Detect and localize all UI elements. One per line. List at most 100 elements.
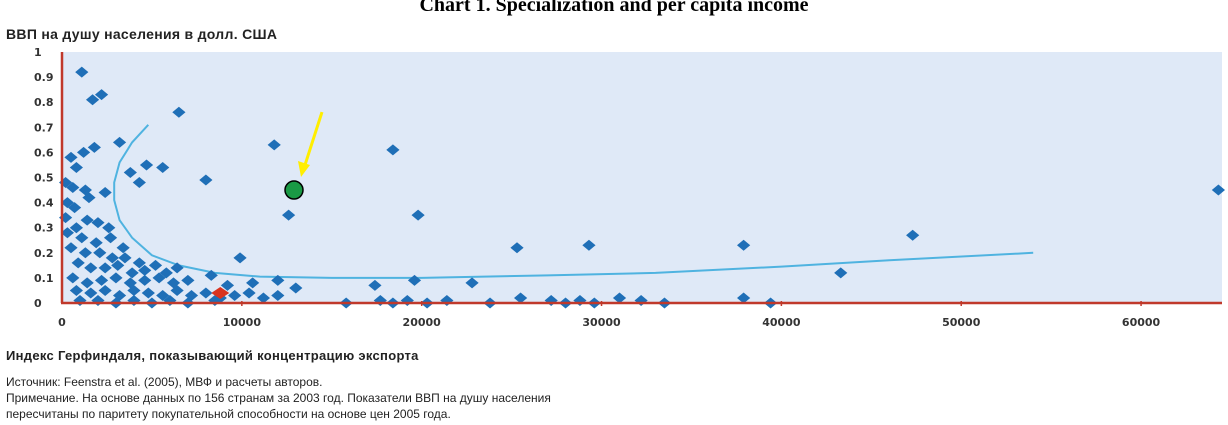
x-tick-label: 10000 xyxy=(223,316,262,329)
x-tick-label: 30000 xyxy=(582,316,621,329)
data-point xyxy=(246,277,260,289)
data-point xyxy=(156,161,170,173)
data-point xyxy=(242,287,256,299)
data-point xyxy=(170,262,184,274)
x-tick-label: 50000 xyxy=(942,316,981,329)
x-tick-label: 60000 xyxy=(1122,316,1161,329)
data-point xyxy=(132,257,146,269)
y-axis-label: ВВП на душу населения в долл. США xyxy=(6,26,278,42)
data-point xyxy=(256,292,271,304)
data-point xyxy=(228,289,242,301)
x-axis-label: Индекс Герфиндаля, показывающий концентр… xyxy=(6,348,419,363)
data-point xyxy=(98,284,112,296)
data-point xyxy=(289,282,303,294)
data-point xyxy=(1211,184,1226,196)
data-point xyxy=(233,252,247,264)
data-point xyxy=(125,267,139,279)
data-point xyxy=(73,294,87,306)
data-point xyxy=(98,262,112,274)
data-point xyxy=(737,239,751,251)
data-point xyxy=(87,141,101,153)
data-point xyxy=(132,177,146,189)
data-point xyxy=(58,177,73,189)
data-point xyxy=(60,197,74,209)
y-tick-label: 0 xyxy=(34,297,42,310)
data-point xyxy=(368,279,382,291)
data-point xyxy=(271,274,285,286)
data-point xyxy=(93,247,107,259)
data-point xyxy=(105,252,119,264)
data-point xyxy=(220,279,235,291)
data-point xyxy=(271,289,285,301)
x-tick-label: 40000 xyxy=(762,316,801,329)
trend-curve xyxy=(113,124,1034,279)
data-point xyxy=(138,274,152,286)
data-point xyxy=(85,94,100,106)
data-point xyxy=(139,159,154,171)
y-tick-label: 0.9 xyxy=(34,71,54,84)
data-point xyxy=(127,284,141,296)
data-point xyxy=(116,242,130,254)
data-point xyxy=(199,174,213,186)
data-point xyxy=(98,187,112,199)
data-point xyxy=(834,267,848,279)
data-point xyxy=(66,182,80,194)
data-point xyxy=(510,242,524,254)
y-tick-label: 0.2 xyxy=(34,247,54,260)
data-point xyxy=(60,227,74,239)
data-point xyxy=(514,292,528,304)
data-point xyxy=(71,257,85,269)
data-point xyxy=(109,272,123,284)
data-point xyxy=(64,242,78,254)
data-point xyxy=(199,287,213,299)
data-point xyxy=(84,287,98,299)
data-point xyxy=(112,136,127,148)
data-point xyxy=(181,274,195,286)
data-point xyxy=(78,247,92,259)
data-point xyxy=(84,262,98,274)
data-point xyxy=(123,166,137,178)
y-tick-label: 0.6 xyxy=(34,146,54,159)
data-point xyxy=(94,274,109,286)
data-point xyxy=(737,292,751,304)
y-tick-label: 0.8 xyxy=(34,96,54,109)
data-point xyxy=(67,202,82,214)
data-point xyxy=(156,289,170,301)
data-point xyxy=(906,229,920,241)
data-point xyxy=(407,274,422,286)
data-point xyxy=(170,284,184,296)
y-tick-label: 0.7 xyxy=(34,121,54,134)
data-point xyxy=(69,161,83,173)
data-point xyxy=(386,144,400,156)
note-line-1: Примечание. На основе данных по 156 стра… xyxy=(6,391,551,405)
data-point xyxy=(94,89,109,101)
data-point xyxy=(82,192,96,204)
data-point xyxy=(69,222,83,234)
data-point xyxy=(75,66,89,78)
red-marker-point xyxy=(211,286,230,299)
data-point xyxy=(58,212,73,224)
data-point xyxy=(102,222,116,234)
plot-background xyxy=(62,52,1222,302)
data-point xyxy=(91,294,105,306)
data-point xyxy=(91,217,105,229)
data-point xyxy=(267,139,281,151)
x-tick-label: 20000 xyxy=(403,316,442,329)
y-tick-label: 0.4 xyxy=(34,197,54,210)
y-tick-label: 0.3 xyxy=(34,222,54,235)
data-point xyxy=(111,259,125,271)
x-tick-label: 0 xyxy=(58,316,66,329)
data-point xyxy=(138,264,152,276)
y-tick-label: 1 xyxy=(34,46,42,59)
data-point xyxy=(612,292,627,304)
highlighted-point xyxy=(284,180,304,200)
source-note: Источник: Feenstra et al. (2005), МВФ и … xyxy=(6,375,323,389)
note-line-2: пересчитаны по паритету покупательной сп… xyxy=(6,407,451,421)
data-point xyxy=(282,209,296,221)
data-point xyxy=(204,269,218,281)
arrow-head xyxy=(298,161,310,178)
data-point xyxy=(103,232,118,244)
data-point xyxy=(76,146,91,158)
data-point xyxy=(582,239,596,251)
